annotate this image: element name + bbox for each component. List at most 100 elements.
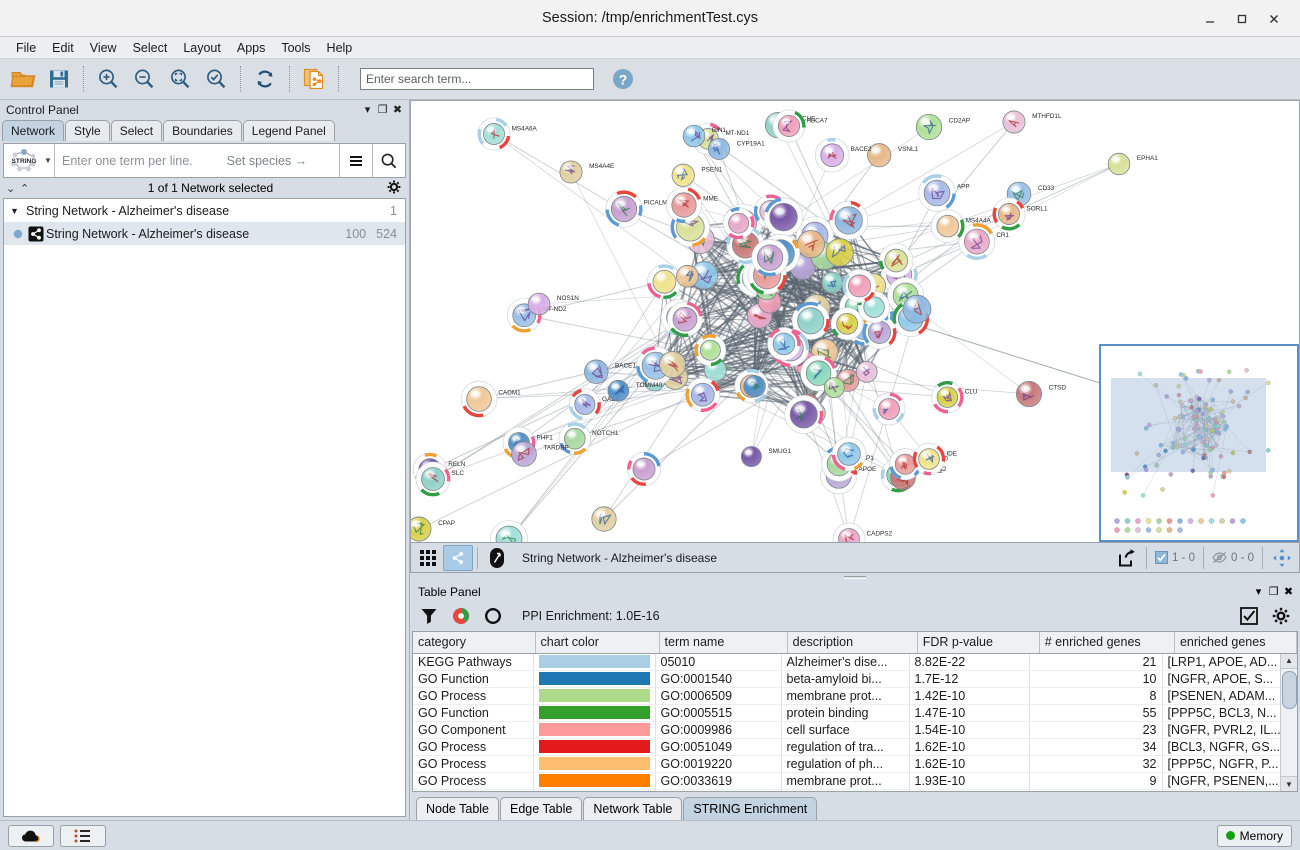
node-sphere[interactable] xyxy=(797,307,825,335)
network-node[interactable] xyxy=(825,238,854,267)
node-sphere[interactable] xyxy=(834,206,863,235)
network-node[interactable]: GAB2 xyxy=(568,388,619,421)
menu-file[interactable]: File xyxy=(16,40,37,55)
network-node[interactable] xyxy=(685,377,721,412)
share-network-icon[interactable] xyxy=(297,62,331,96)
table-row[interactable]: GO Process GO:0051049 regulation of tra...… xyxy=(413,738,1280,756)
table-row[interactable]: GO Function GO:0005515 protein binding 1.47… xyxy=(413,704,1280,722)
network-node[interactable]: MS4A4A xyxy=(930,209,992,243)
table-row[interactable]: GO Component GO:0009986 cell surface 1.54E-… xyxy=(413,721,1280,739)
zoom-in-icon[interactable] xyxy=(91,62,125,96)
network-node[interactable] xyxy=(591,506,617,532)
node-sphere[interactable] xyxy=(652,269,677,294)
node-sphere[interactable] xyxy=(825,238,854,267)
pie-chart-icon[interactable] xyxy=(450,604,472,628)
node-sphere[interactable] xyxy=(936,214,960,238)
zoom-out-icon[interactable] xyxy=(127,62,161,96)
network-node[interactable]: CLU xyxy=(931,381,978,414)
grid-layout-icon[interactable] xyxy=(413,545,443,571)
memory-indicator[interactable]: Memory xyxy=(1216,824,1292,847)
network-node[interactable] xyxy=(831,436,867,472)
tab-network[interactable]: Network xyxy=(2,120,65,141)
network-tree-item[interactable]: String Network - Alzheimer's disease 100… xyxy=(4,222,405,245)
gear-icon[interactable] xyxy=(1270,604,1292,628)
node-sphere[interactable] xyxy=(584,359,609,384)
network-node[interactable]: CADM1 xyxy=(460,380,521,418)
control-panel-float-icon[interactable]: ❐ xyxy=(377,104,388,116)
tab-style[interactable]: Style xyxy=(65,120,110,141)
menu-view[interactable]: View xyxy=(89,40,117,55)
node-sphere[interactable] xyxy=(855,361,878,383)
table-row[interactable]: KEGG Pathways 05010 Alzheimer's dise... 8.8… xyxy=(413,653,1280,671)
network-node[interactable] xyxy=(872,392,906,426)
network-graph[interactable]: MT-ND2MT-ND1VSNL1GAB2ADAMTS2PVRL2SMUG1TO… xyxy=(411,101,1299,542)
node-sphere[interactable] xyxy=(699,339,721,361)
column-category[interactable]: category xyxy=(413,632,536,654)
network-node[interactable]: CADPS2 xyxy=(832,522,892,542)
table-panel-dropdown-icon[interactable]: ▾ xyxy=(1255,586,1262,598)
network-node[interactable]: BIN1 xyxy=(682,124,727,148)
network-node[interactable] xyxy=(784,395,824,434)
table-row[interactable]: GO Process GO:0050435beta-amyloid m...2.0… xyxy=(413,789,1280,791)
network-node[interactable] xyxy=(667,301,703,338)
network-node[interactable]: IDE xyxy=(912,442,957,476)
column-enriched-count[interactable]: # enriched genes xyxy=(1039,632,1175,654)
set-species-link[interactable]: Set species → xyxy=(226,153,308,168)
network-node[interactable]: SLC xyxy=(415,461,464,497)
network-node[interactable]: CR1 xyxy=(958,223,1010,260)
column-enriched-genes[interactable]: enriched genes xyxy=(1174,632,1297,654)
export-icon[interactable] xyxy=(1112,545,1142,571)
network-node[interactable] xyxy=(659,351,686,378)
tab-legend-panel[interactable]: Legend Panel xyxy=(242,120,335,141)
zoom-selected-icon[interactable] xyxy=(199,62,233,96)
network-node[interactable]: MS4A6A xyxy=(477,117,538,151)
tab-edge-table[interactable]: Edge Table xyxy=(500,797,583,820)
network-tree-root[interactable]: ▼ String Network - Alzheimer's disease 1 xyxy=(4,199,405,222)
hamburger-icon[interactable] xyxy=(340,144,372,177)
node-sphere[interactable] xyxy=(821,271,844,294)
network-node[interactable]: MS4A4E xyxy=(559,160,614,184)
network-node[interactable] xyxy=(647,264,682,300)
network-node[interactable]: APP xyxy=(918,174,970,212)
scroll-up-arrow[interactable]: ▲ xyxy=(1281,653,1297,669)
search-input[interactable]: Enter search term... xyxy=(360,68,594,90)
column-chart-color[interactable]: chart color xyxy=(535,632,660,654)
network-node[interactable]: TOMM40 xyxy=(607,379,663,402)
node-sphere[interactable] xyxy=(836,312,859,335)
network-node[interactable]: SORL1 xyxy=(992,197,1048,231)
network-view[interactable]: MT-ND2MT-ND1VSNL1GAB2ADAMTS2PVRL2SMUG1TO… xyxy=(410,100,1300,543)
tab-boundaries[interactable]: Boundaries xyxy=(163,120,242,141)
save-icon[interactable] xyxy=(42,62,76,96)
hidden-node-count[interactable]: 0 - 0 xyxy=(1208,551,1258,564)
node-sphere[interactable] xyxy=(777,114,801,138)
donut-chart-icon[interactable] xyxy=(482,604,504,628)
menu-edit[interactable]: Edit xyxy=(52,40,74,55)
annotation-icon[interactable] xyxy=(482,545,512,571)
horizontal-splitter[interactable] xyxy=(410,573,1300,582)
collapse-all-icon[interactable]: ⌄ xyxy=(6,182,16,195)
node-sphere[interactable] xyxy=(676,264,699,288)
share-icon[interactable] xyxy=(443,544,473,571)
string-term-input[interactable]: Enter one term per line. Set species → xyxy=(55,154,339,168)
cloud-icon[interactable] xyxy=(8,824,54,847)
network-navigator[interactable] xyxy=(1099,344,1299,542)
column-fdr-pvalue[interactable]: FDR p-value xyxy=(917,632,1040,654)
network-node[interactable] xyxy=(694,334,727,367)
filter-icon[interactable] xyxy=(418,604,440,628)
list-icon[interactable] xyxy=(60,824,106,847)
node-sphere[interactable] xyxy=(672,306,698,332)
menu-layout[interactable]: Layout xyxy=(183,40,221,55)
network-node[interactable]: BACE1 xyxy=(584,359,636,384)
node-sphere[interactable] xyxy=(756,244,784,271)
node-sphere[interactable] xyxy=(837,442,861,466)
table-row[interactable]: GO Process GO:0019220 regulation of ph... 1… xyxy=(413,755,1280,773)
network-node[interactable] xyxy=(821,271,844,294)
node-sphere[interactable] xyxy=(708,138,730,160)
close-button[interactable] xyxy=(1266,11,1282,27)
scrollbar-track[interactable] xyxy=(1281,669,1297,777)
node-sphere[interactable] xyxy=(682,124,706,148)
table-row[interactable]: GO Process GO:0006509 membrane prot... 1.42… xyxy=(413,687,1280,705)
tab-node-table[interactable]: Node Table xyxy=(416,797,500,820)
network-node[interactable]: MTHFD1L xyxy=(1002,110,1062,134)
menu-help[interactable]: Help xyxy=(326,40,353,55)
